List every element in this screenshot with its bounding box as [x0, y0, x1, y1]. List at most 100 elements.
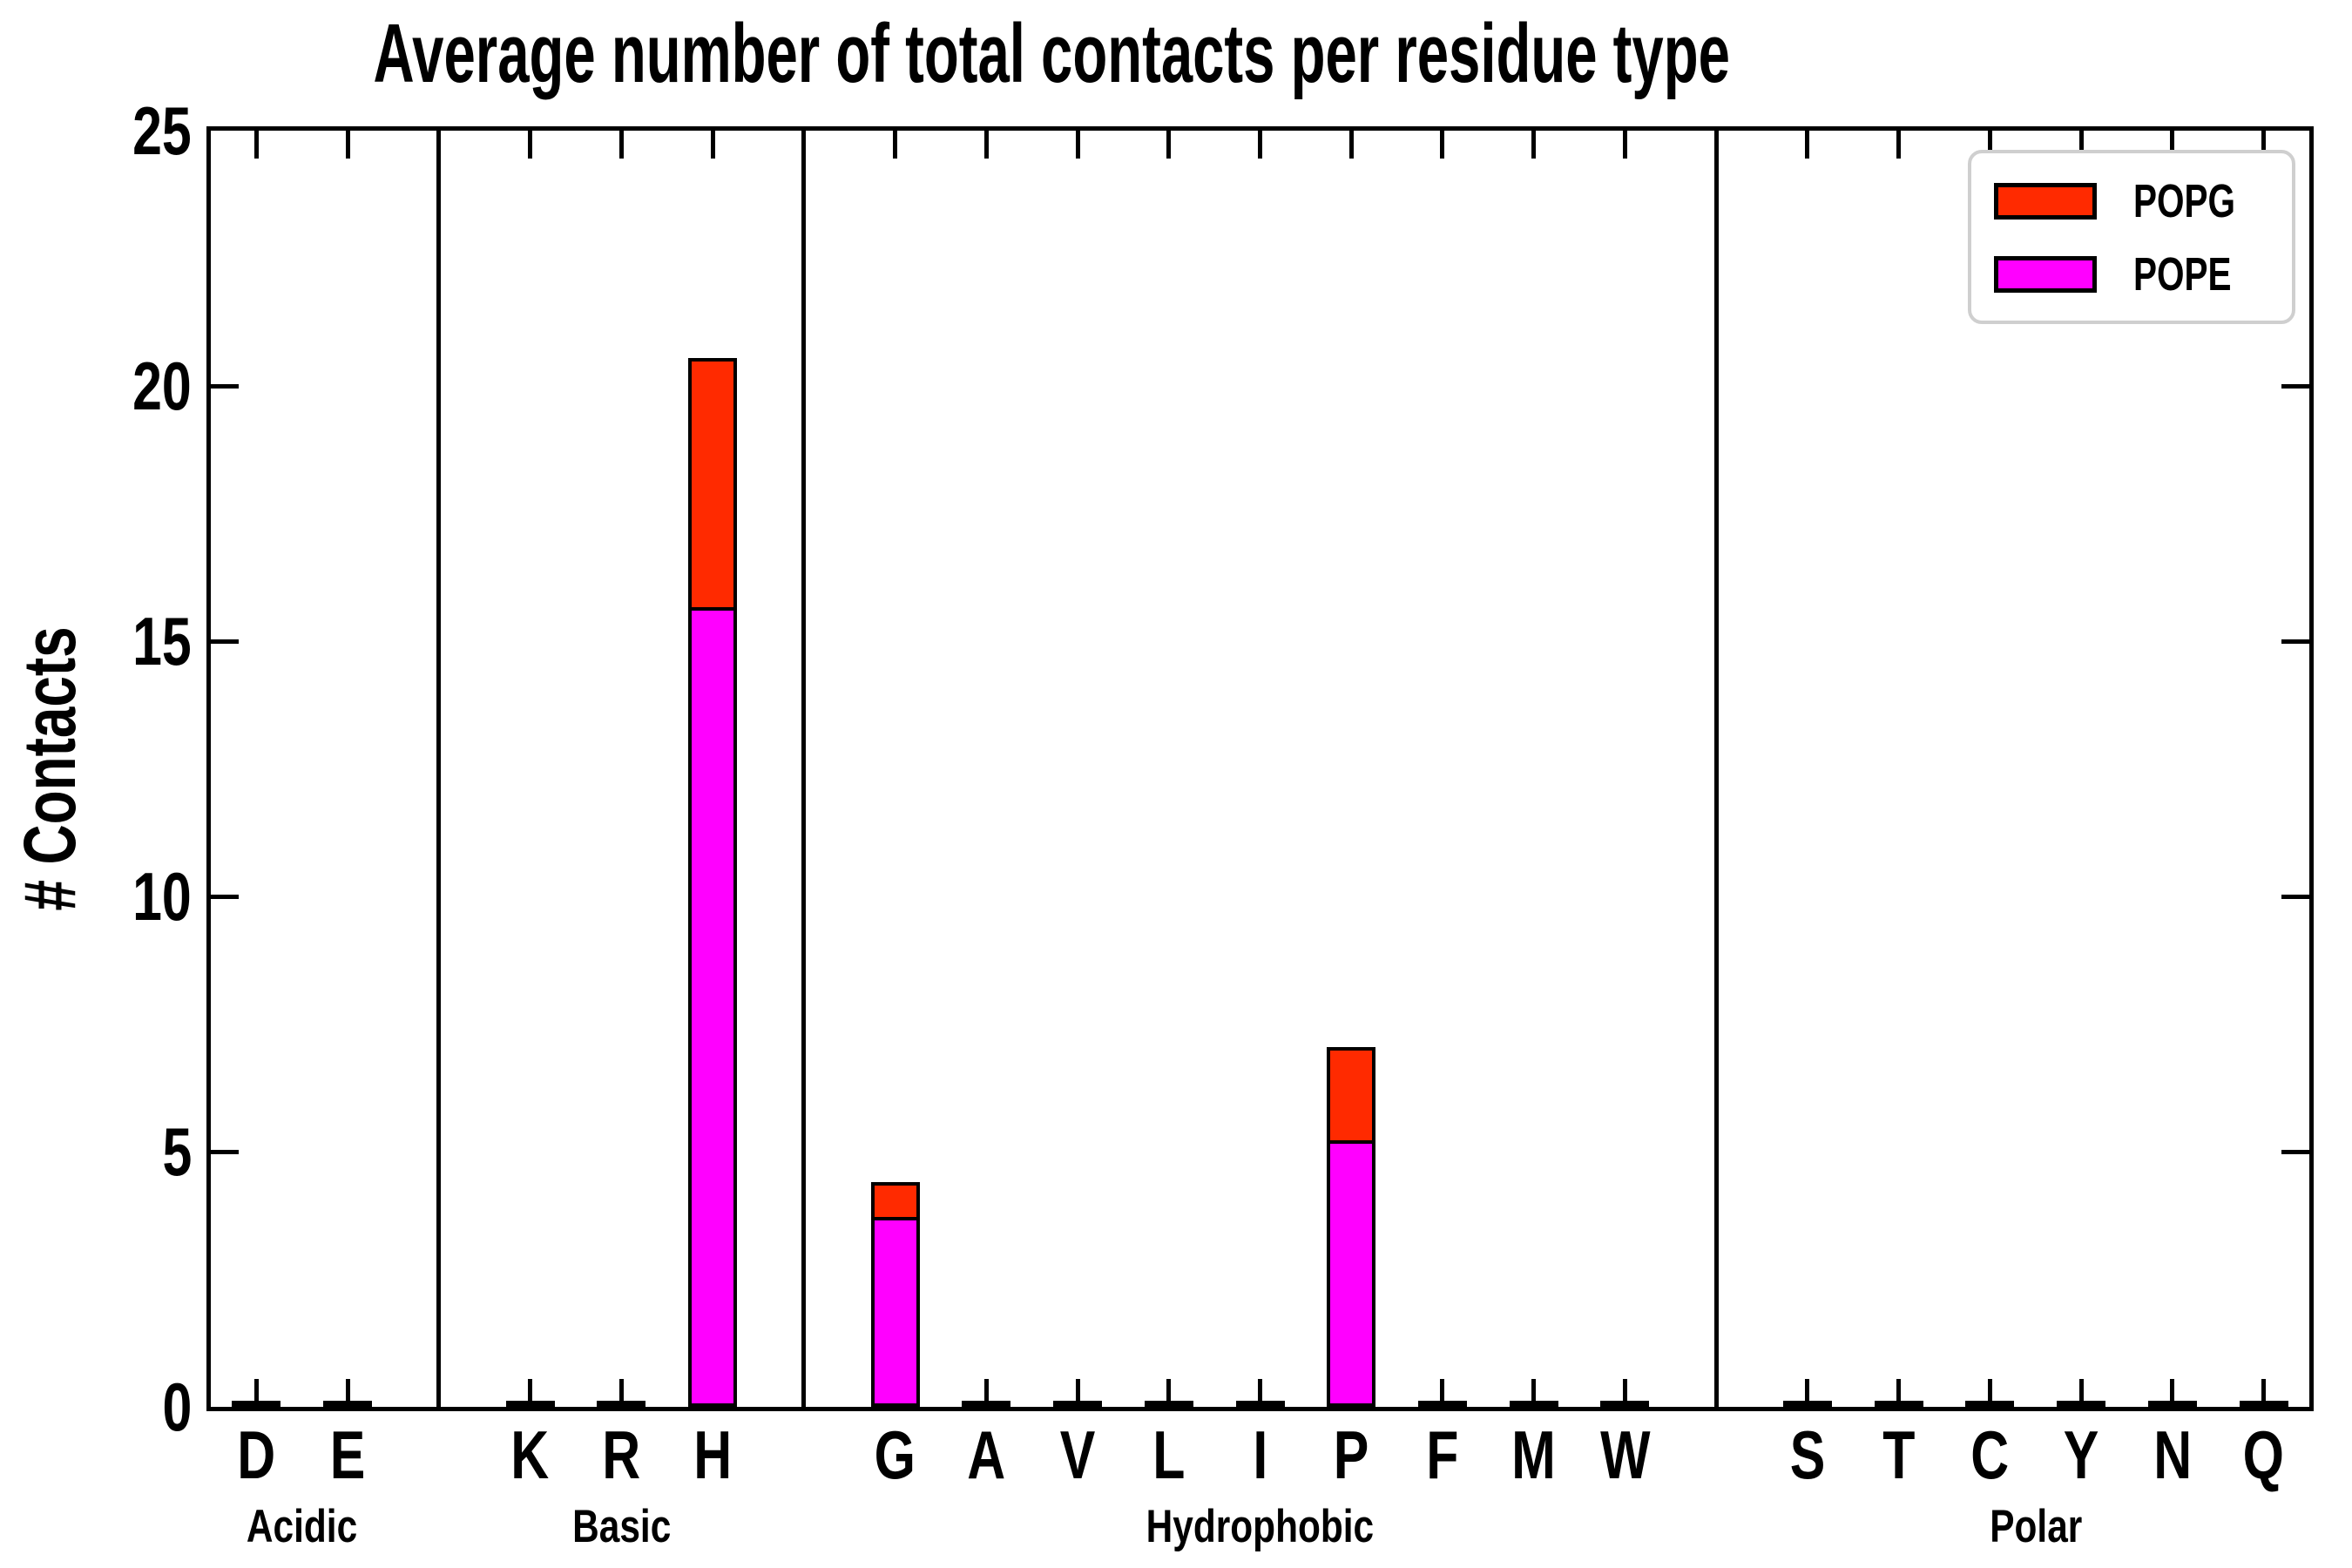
x-tick-top-R	[618, 131, 624, 159]
x-tick-label-M: M	[1511, 1416, 1557, 1493]
x-tick-top-P	[1348, 131, 1354, 159]
y-tick-right-20	[2281, 383, 2309, 389]
x-tick-label-V: V	[1059, 1416, 1096, 1493]
group-label-Polar: Polar	[1989, 1500, 2082, 1552]
legend: POPG POPE	[1967, 150, 2295, 324]
x-tick-label-Q: Q	[2242, 1416, 2285, 1493]
bar-M-trace	[1509, 1401, 1558, 1407]
bar-G-POPE	[870, 1182, 920, 1407]
x-tick-bottom-N	[2170, 1379, 2175, 1407]
x-tick-label-I: I	[1253, 1416, 1267, 1493]
x-tick-label-H: H	[693, 1416, 733, 1493]
group-divider	[1713, 131, 1719, 1407]
bar-H-POPE	[688, 357, 738, 1407]
legend-swatch-popg	[1993, 183, 2097, 220]
x-tick-label-R: R	[602, 1416, 641, 1493]
bar-K-trace	[505, 1401, 555, 1407]
bar-Y-trace	[2057, 1401, 2106, 1407]
y-tick-right-10	[2281, 894, 2309, 899]
y-tick-right-15	[2281, 639, 2309, 644]
y-tick-label-5: 5	[162, 1112, 192, 1190]
x-tick-top-H	[710, 131, 715, 159]
y-tick-label-25: 25	[132, 91, 192, 169]
x-tick-label-L: L	[1152, 1416, 1186, 1493]
x-tick-top-Q	[2261, 131, 2267, 159]
x-tick-bottom-Q	[2261, 1379, 2267, 1407]
x-tick-bottom-M	[1531, 1379, 1537, 1407]
bar-E-trace	[323, 1401, 373, 1407]
y-tick-left-5	[211, 1149, 239, 1154]
bar-R-trace	[597, 1401, 646, 1407]
group-divider	[801, 131, 807, 1407]
x-tick-label-T: T	[1882, 1416, 1916, 1493]
x-tick-bottom-I	[1258, 1379, 1262, 1407]
legend-item-pope: POPE	[1993, 247, 2269, 301]
bar-T-trace	[1874, 1401, 1923, 1407]
x-tick-label-K: K	[510, 1416, 550, 1493]
x-tick-top-C	[1987, 131, 1992, 159]
x-tick-top-D	[253, 131, 259, 159]
bar-P-POPE	[1327, 1046, 1376, 1407]
x-tick-top-K	[528, 131, 533, 159]
x-tick-bottom-K	[528, 1379, 533, 1407]
x-tick-top-L	[1166, 131, 1172, 159]
x-tick-bottom-A	[983, 1379, 989, 1407]
y-tick-label-0: 0	[162, 1368, 192, 1445]
group-label-Acidic: Acidic	[247, 1500, 358, 1552]
x-tick-bottom-Y	[2078, 1379, 2084, 1407]
x-tick-bottom-C	[1987, 1379, 1992, 1407]
bar-F-trace	[1417, 1401, 1467, 1407]
x-tick-label-C: C	[1970, 1416, 2010, 1493]
legend-label-popg: POPG	[2132, 175, 2235, 227]
bar-A-trace	[962, 1401, 1011, 1407]
y-axis-label: # Contacts	[9, 625, 91, 911]
x-tick-label-P: P	[1333, 1416, 1369, 1493]
x-tick-label-Y: Y	[2063, 1416, 2099, 1493]
x-tick-label-N: N	[2153, 1416, 2192, 1493]
x-tick-label-F: F	[1426, 1416, 1459, 1493]
x-tick-top-W	[1622, 131, 1627, 159]
x-tick-bottom-V	[1075, 1379, 1080, 1407]
x-tick-top-V	[1075, 131, 1080, 159]
x-tick-top-Y	[2078, 131, 2084, 159]
bar-I-trace	[1235, 1401, 1285, 1407]
bar-D-trace	[232, 1401, 281, 1407]
x-tick-label-A: A	[967, 1416, 1006, 1493]
x-tick-label-D: D	[237, 1416, 276, 1493]
x-tick-top-M	[1531, 131, 1537, 159]
legend-item-popg: POPG	[1993, 174, 2269, 228]
x-tick-bottom-S	[1805, 1379, 1810, 1407]
x-tick-top-G	[893, 131, 898, 159]
bar-W-trace	[1600, 1401, 1650, 1407]
legend-label-pope: POPE	[2132, 248, 2232, 301]
y-tick-label-20: 20	[132, 347, 192, 424]
group-divider	[436, 131, 442, 1407]
x-tick-bottom-F	[1440, 1379, 1445, 1407]
group-label-Hydrophobic: Hydrophobic	[1146, 1500, 1375, 1552]
y-tick-left-10	[211, 894, 239, 899]
bar-L-trace	[1144, 1401, 1193, 1407]
bar-G-POPG	[874, 1186, 916, 1221]
x-tick-bottom-T	[1896, 1379, 1902, 1407]
x-tick-top-A	[983, 131, 989, 159]
x-tick-top-N	[2170, 131, 2175, 159]
chart-title: Average number of total contacts per res…	[373, 7, 1730, 100]
bar-V-trace	[1053, 1401, 1103, 1407]
bar-C-trace	[1965, 1401, 2015, 1407]
x-tick-label-W: W	[1599, 1416, 1651, 1493]
x-tick-top-S	[1805, 131, 1810, 159]
x-tick-top-F	[1440, 131, 1445, 159]
x-tick-label-G: G	[874, 1416, 916, 1493]
legend-swatch-pope	[1993, 256, 2097, 293]
y-tick-left-20	[211, 383, 239, 389]
y-tick-left-15	[211, 639, 239, 644]
bar-P-POPG	[1330, 1050, 1373, 1145]
x-tick-top-I	[1258, 131, 1262, 159]
x-tick-label-E: E	[329, 1416, 366, 1493]
x-tick-label-S: S	[1789, 1416, 1826, 1493]
x-tick-bottom-W	[1622, 1379, 1627, 1407]
bar-N-trace	[2147, 1401, 2197, 1407]
y-tick-right-5	[2281, 1149, 2309, 1154]
bar-S-trace	[1782, 1401, 1832, 1407]
